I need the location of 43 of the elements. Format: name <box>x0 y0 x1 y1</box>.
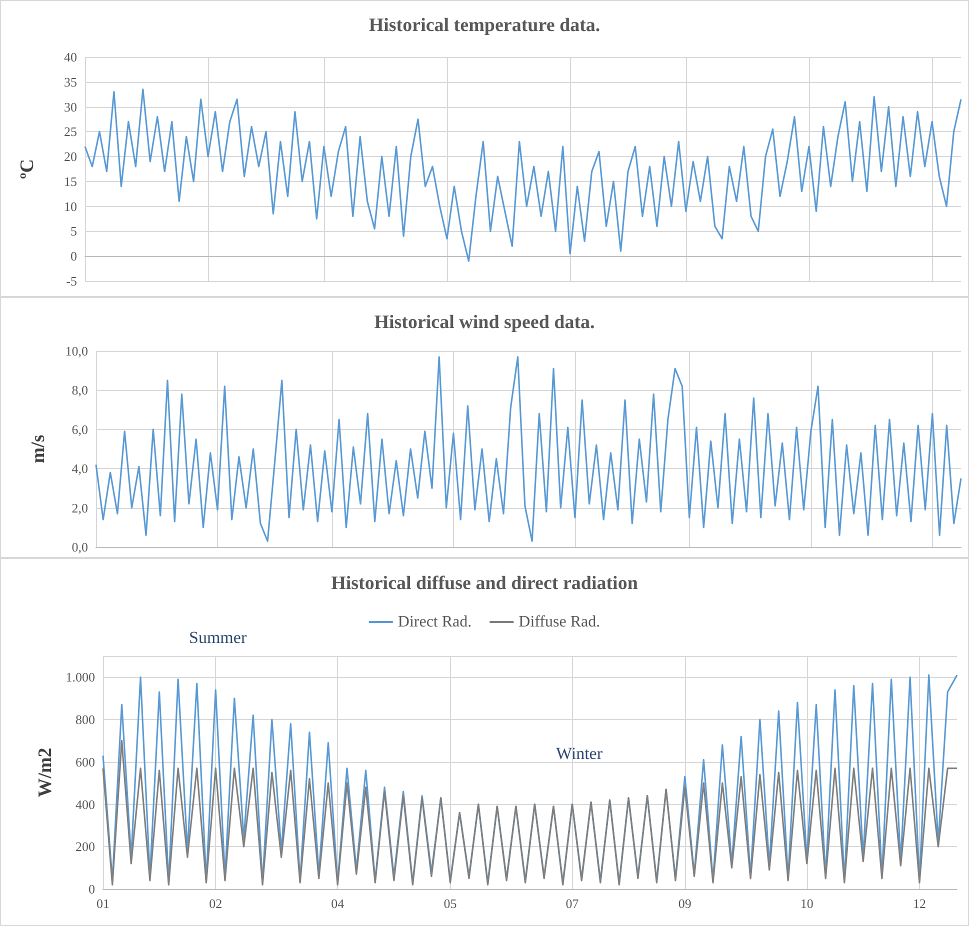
x-tick-label: 04 <box>331 896 345 911</box>
x-tick-label: 10 <box>800 896 814 911</box>
x-tick-label: 05 <box>444 896 457 911</box>
y-axis-title: ºC <box>17 159 38 179</box>
y-tick-label: 0,0 <box>72 540 88 554</box>
x-tick-label: 12 <box>912 896 926 911</box>
y-tick-label: 5 <box>70 224 77 239</box>
y-tick-label: 6,0 <box>72 422 88 437</box>
y-tick-label: 0 <box>70 248 77 264</box>
annotation: Winter <box>556 744 603 763</box>
legend-label: Direct Rad. <box>398 614 472 630</box>
line-series <box>84 88 962 262</box>
text: Summer <box>189 628 247 647</box>
y-tick-label: 40 <box>64 50 77 64</box>
y-tick-label: 35 <box>64 74 77 90</box>
line-series <box>102 740 958 886</box>
y-tick-label: 1.000 <box>66 670 95 685</box>
y-tick-label: 10 <box>64 198 77 214</box>
y-tick-label: 15 <box>64 174 77 189</box>
line-series <box>95 356 962 542</box>
x-tick-label: 07 <box>566 896 580 911</box>
x-tick-label: 01 <box>96 896 110 911</box>
y-axis-title: m/s <box>28 434 49 464</box>
x-tick-label: 09 <box>678 896 692 911</box>
chart-title: Historical wind speed data. <box>374 312 595 333</box>
y-tick-label: 800 <box>76 712 95 728</box>
chart-title: Historical temperature data. <box>368 15 600 36</box>
y-tick-label: 8,0 <box>72 382 88 398</box>
y-tick-label: 400 <box>76 796 95 812</box>
y-tick-label: 0 <box>88 882 95 896</box>
x-tick-label: 02 <box>209 896 222 911</box>
y-tick-label: 30 <box>64 99 77 114</box>
y-tick-label: 25 <box>64 124 77 140</box>
y-tick-label: -5 <box>66 274 77 288</box>
y-tick-label: 2,0 <box>72 500 88 516</box>
y-tick-label: 600 <box>76 754 95 770</box>
legend-label: Diffuse Rad. <box>518 614 600 630</box>
chart-title: Historical diffuse and direct radiation <box>331 573 638 594</box>
y-tick-label: 200 <box>76 839 95 854</box>
y-tick-label: 10,0 <box>65 344 88 358</box>
y-tick-label: 4,0 <box>72 461 88 476</box>
y-axis-title: W/m2 <box>34 748 56 798</box>
y-tick-label: 20 <box>64 149 77 164</box>
